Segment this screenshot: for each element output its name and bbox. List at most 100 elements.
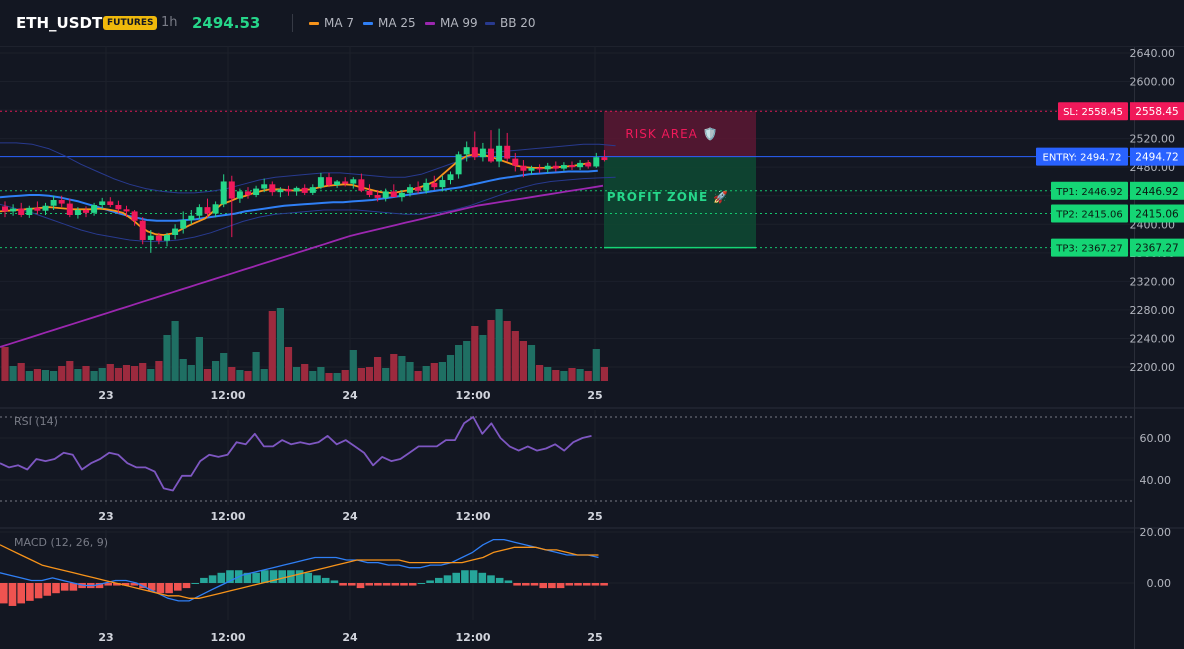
volume-bar — [495, 309, 503, 381]
volume-bar — [171, 321, 179, 381]
macd-title: MACD (12, 26, 9) — [14, 536, 108, 549]
entry-price-text: 2494.72 — [1135, 152, 1178, 164]
macd-hist-bar — [165, 583, 173, 594]
macd-hist-bar — [252, 572, 260, 583]
macd-hist-bar — [582, 583, 591, 586]
candle-body — [91, 205, 98, 213]
volume-bar — [455, 345, 463, 381]
volume-bar — [122, 365, 131, 381]
macd-hist-bar — [208, 575, 217, 583]
volume-bar — [471, 326, 479, 381]
bb-lower-line — [0, 176, 616, 242]
macd-hist-bar — [382, 583, 391, 586]
entry-price-box — [1130, 147, 1184, 166]
volume-bar — [195, 337, 203, 381]
candle-body — [228, 181, 235, 199]
tp2-price-box — [1130, 204, 1184, 223]
volume-bar — [293, 367, 301, 381]
tp2-label-text: TP2: 2415.06 — [1055, 210, 1122, 221]
volume-bar — [131, 366, 139, 381]
macd-tick-label: 0.00 — [1147, 577, 1172, 590]
candle-body — [488, 148, 494, 162]
volume-bar — [527, 345, 536, 381]
macd-hist-bar — [295, 570, 304, 583]
time-tick-label: 12:00 — [455, 631, 490, 644]
volume-bar — [317, 367, 325, 381]
candle-body — [577, 162, 584, 168]
tp3-label-text: TP3: 2367.27 — [1055, 244, 1122, 255]
candle-body — [236, 191, 243, 199]
macd-line — [0, 538, 599, 602]
candle-body — [285, 189, 292, 192]
candle-body — [26, 207, 33, 215]
macd-hist-bar — [278, 570, 286, 583]
time-tick-label: 24 — [342, 389, 358, 402]
macd-hist-bar — [156, 583, 165, 594]
volume-bar — [236, 370, 244, 381]
symbol-title[interactable]: ETH_USDT — [16, 14, 103, 32]
macd-hist-bar — [391, 583, 400, 586]
tp1-label-text: TP1: 2446.92 — [1055, 187, 1122, 198]
candle-body — [269, 184, 276, 193]
price-tick-label: 2640.00 — [1130, 47, 1176, 60]
macd-hist-bar — [565, 583, 574, 586]
volume-bar — [382, 368, 390, 381]
legend-ma7[interactable]: MA 7 — [309, 16, 354, 30]
candle-body — [164, 234, 170, 241]
candle-body — [42, 205, 49, 211]
sl-price-box — [1130, 102, 1184, 121]
candle-body — [342, 181, 349, 184]
legend-ma25[interactable]: MA 25 — [363, 16, 416, 30]
candle-body — [398, 192, 405, 198]
macd-hist-bar — [348, 583, 356, 586]
candle-body — [601, 157, 608, 161]
macd-hist-bar — [478, 572, 487, 583]
macd-hist-bar — [226, 570, 234, 583]
volume-bar — [374, 357, 382, 381]
volume-bar — [576, 369, 584, 381]
candle-body — [593, 157, 600, 167]
legend-ma99[interactable]: MA 99 — [425, 16, 478, 30]
time-tick-label: 12:00 — [455, 389, 490, 402]
candle-body — [415, 187, 422, 191]
candle-body — [334, 181, 341, 186]
volume-bar — [106, 364, 114, 381]
volume-bar — [228, 367, 236, 381]
macd-hist-bar — [8, 583, 17, 606]
timeframe-label[interactable]: 1h — [161, 15, 178, 30]
macd-hist-bar — [121, 583, 130, 586]
volume-bar — [252, 352, 260, 381]
sl-label-box — [1058, 102, 1128, 121]
candle-body — [439, 180, 446, 188]
volume-bar — [33, 369, 41, 381]
candle-body — [382, 191, 389, 198]
macd-hist-bar — [269, 570, 278, 583]
volume-bar — [333, 373, 341, 381]
legend-swatch-ma7 — [309, 21, 319, 25]
volume-bar — [244, 371, 252, 381]
candle-body — [188, 215, 195, 220]
ma25-line — [0, 169, 598, 222]
candle-body — [350, 179, 357, 184]
volume-bar — [82, 366, 90, 381]
volume-bar — [552, 370, 560, 381]
macd-hist-bar — [530, 583, 539, 586]
macd-hist-bar — [556, 583, 565, 589]
candle-body — [155, 235, 162, 241]
candle-body — [407, 187, 413, 193]
volume-bar — [430, 363, 438, 381]
macd-hist-bar — [356, 583, 365, 589]
volume-bar — [147, 369, 155, 381]
volume-bar — [301, 364, 309, 381]
time-tick-label: 23 — [98, 510, 113, 523]
volume-bars — [1, 308, 608, 381]
time-tick-label: 24 — [342, 631, 358, 644]
macd-hist-bar — [548, 583, 556, 589]
futures-badge: FUTURES — [103, 16, 158, 30]
volume-bar — [203, 369, 212, 381]
volume-bar — [325, 373, 333, 381]
legend-bb20[interactable]: BB 20 — [485, 16, 536, 30]
candle-body — [504, 145, 511, 159]
legend-swatch-ma25 — [363, 21, 373, 25]
